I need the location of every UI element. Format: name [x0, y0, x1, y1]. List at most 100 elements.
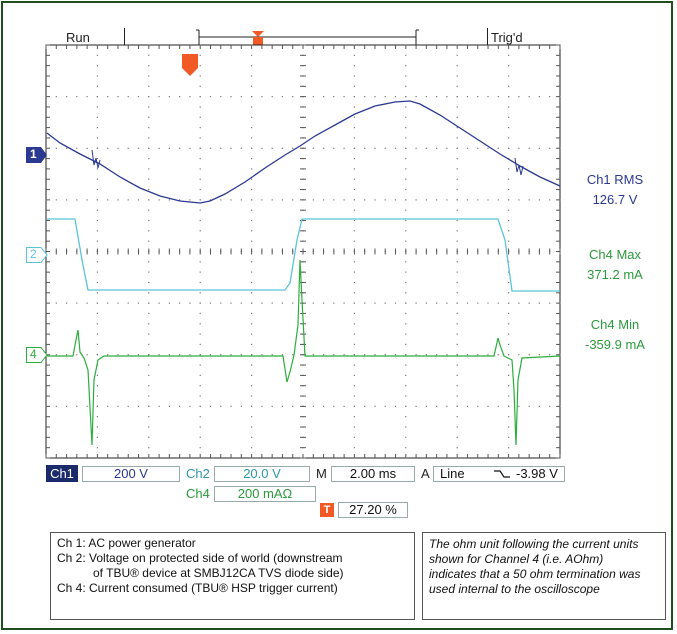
grid-dot [137, 147, 140, 149]
grid-dot [189, 354, 191, 356]
ch1-scale[interactable]: 200 V [82, 466, 180, 482]
grid-dot [477, 96, 479, 98]
grid-dot [456, 168, 458, 170]
ch2-ground-marker[interactable]: 2 [26, 247, 48, 263]
grid-dot [508, 75, 510, 77]
ch4-scale[interactable]: 200 mAΩ [214, 486, 316, 502]
ch1-label[interactable]: Ch1 [46, 465, 78, 482]
grid-dot [96, 54, 98, 56]
ch4-waveform [47, 259, 561, 446]
trigger-settings[interactable]: Line -3.98 V [433, 466, 565, 482]
grid-dot [353, 116, 355, 118]
grid-dot [456, 343, 458, 345]
grid-dot [117, 405, 119, 407]
grid-dot [508, 426, 510, 428]
grid-dot [508, 323, 510, 325]
grid-dot [353, 106, 355, 108]
grid-dot [508, 333, 510, 335]
grid-dot [415, 354, 417, 356]
grid-dot [353, 230, 355, 232]
note-line: shown for Channel 4 (i.e. AOhm) [429, 552, 604, 566]
grid-dot [96, 168, 98, 170]
grid-dot [405, 137, 407, 139]
grid-dot [179, 302, 181, 304]
grid-dot [477, 354, 479, 356]
grid-dot [405, 426, 407, 428]
grid-dot [405, 96, 407, 98]
grid-dot [179, 405, 181, 407]
grid-dot [487, 405, 489, 407]
grid-dot [425, 96, 427, 98]
grid-dot [199, 395, 201, 397]
grid-dot [96, 127, 98, 129]
grid-dot [240, 96, 242, 98]
grid-dot [508, 374, 510, 376]
ch4-ground-marker[interactable]: 4 [26, 347, 48, 363]
grid-dot [456, 127, 458, 129]
grid-dot [528, 354, 530, 356]
grid-dot [251, 158, 253, 160]
grid-dot [251, 405, 253, 407]
grid-dot [199, 271, 201, 273]
grid-dot [466, 199, 469, 201]
grid-dot [466, 302, 469, 304]
note-line: used internal to the oscilloscope [429, 582, 600, 596]
grid-dot [199, 447, 201, 449]
grid-dot [96, 96, 98, 98]
trigger-point-marker[interactable] [182, 54, 198, 76]
grid-dot [96, 436, 98, 438]
grid-dot [251, 219, 253, 222]
grid-dot [353, 65, 355, 67]
grid-dot [168, 405, 170, 407]
grid-dot [76, 147, 78, 149]
grid-dot [261, 354, 263, 356]
grid-dot [353, 96, 355, 98]
grid-dot [374, 147, 376, 149]
grid-dot [251, 209, 253, 211]
grid-dot [508, 85, 510, 87]
grid-dot [251, 271, 253, 273]
grid-dot [199, 116, 201, 118]
grid-dot [251, 333, 253, 335]
grid-dot [405, 209, 407, 211]
grid-dot [353, 271, 355, 273]
grid-dot [518, 405, 520, 407]
grid-dot [353, 219, 355, 222]
legend-line: Ch 2: Voltage on protected side of world… [57, 551, 343, 565]
ohm-unit-note: The ohm unit following the current units… [422, 532, 666, 620]
grid-dot [549, 354, 551, 356]
grid-dot [508, 199, 510, 201]
grid-dot [251, 323, 253, 325]
grid-dot [518, 354, 520, 356]
grid-dot [508, 354, 510, 356]
ch4-max-measurement: Ch4 Max 371.2 mA [565, 245, 665, 285]
grid-dot [240, 199, 242, 201]
grid-dot [199, 65, 201, 67]
grid-dot [199, 106, 201, 108]
ch2-scale[interactable]: 20.0 V [214, 466, 310, 482]
grid-dot [353, 436, 355, 438]
grid-dot [96, 281, 98, 284]
grid-dot [333, 302, 335, 304]
grid-dot [456, 302, 458, 304]
grid-dot [374, 405, 376, 407]
timebase-value[interactable]: 2.00 ms [331, 466, 415, 482]
trigger-position-icon[interactable] [252, 31, 264, 45]
ch4-label[interactable]: Ch4 [186, 486, 210, 501]
grid-dot [148, 405, 150, 407]
grid-dot [508, 292, 510, 294]
grid-dot [456, 292, 458, 294]
grid-dot [281, 96, 283, 98]
grid-dot [292, 96, 294, 98]
ch1-ground-marker[interactable]: 1 [26, 147, 48, 163]
grid-dot [405, 405, 407, 407]
ch2-label[interactable]: Ch2 [186, 466, 210, 481]
trigger-position-value[interactable]: 27.20 % [338, 502, 408, 518]
grid-dot [96, 292, 98, 294]
grid-dot [168, 147, 170, 149]
grid-dot [456, 230, 458, 232]
grid-dot [96, 302, 98, 304]
grid-dot [96, 75, 98, 77]
ch4-min-value: -359.9 mA [585, 337, 645, 352]
grid-dot [107, 96, 109, 98]
